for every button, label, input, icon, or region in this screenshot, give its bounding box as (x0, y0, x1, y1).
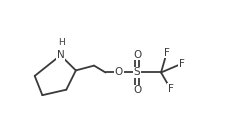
Text: F: F (168, 84, 174, 94)
Text: O: O (133, 85, 141, 95)
Text: S: S (134, 68, 141, 77)
Text: F: F (164, 48, 170, 57)
Text: H: H (58, 38, 65, 47)
Text: O: O (115, 68, 123, 77)
Text: O: O (133, 50, 141, 60)
Text: N: N (57, 50, 64, 60)
Text: F: F (179, 59, 185, 69)
